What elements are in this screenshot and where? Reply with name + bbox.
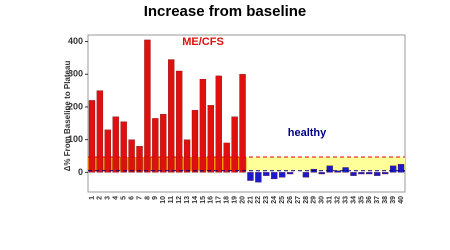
bar <box>382 172 389 175</box>
bar <box>160 114 167 173</box>
bar <box>397 164 405 173</box>
bar <box>318 172 325 175</box>
y-tick-label: 300 <box>68 69 83 79</box>
bar <box>215 75 222 173</box>
x-tick-label: 27 <box>295 196 302 204</box>
x-tick-label: 39 <box>390 196 397 204</box>
bar <box>104 129 111 173</box>
chart-title: Increase from baseline <box>144 3 307 20</box>
x-tick-label: 5 <box>121 196 128 200</box>
bar <box>286 172 294 175</box>
x-tick-label: 30 <box>319 196 326 204</box>
bar <box>96 90 104 173</box>
bar <box>389 165 397 173</box>
x-tick-label: 38 <box>382 196 389 204</box>
bar <box>152 118 159 173</box>
x-tick-label: 2 <box>97 196 104 200</box>
x-tick-label: 19 <box>231 196 238 204</box>
x-tick-label: 16 <box>208 196 215 204</box>
bar <box>88 100 96 173</box>
y-tick-label: 400 <box>68 36 83 46</box>
x-tick-label: 14 <box>192 196 199 204</box>
y-tick-label: 100 <box>68 134 83 144</box>
bar <box>358 172 365 175</box>
x-tick-label: 35 <box>358 196 365 204</box>
bar <box>223 142 230 173</box>
bar <box>144 39 151 173</box>
x-tick-label: 1 <box>89 196 96 200</box>
bar <box>374 172 381 176</box>
bar <box>191 110 199 173</box>
bar <box>255 172 262 183</box>
bar <box>128 139 135 173</box>
bar <box>350 172 357 176</box>
x-tick-label: 17 <box>216 196 223 204</box>
y-axis-label: Δ% From Baseline to Plateau <box>63 61 72 172</box>
bar <box>366 172 373 175</box>
x-tick-label: 34 <box>350 196 357 204</box>
y-tick-label: 200 <box>68 101 83 111</box>
bar <box>326 165 333 173</box>
x-tick-label: 33 <box>342 196 349 204</box>
bar <box>334 170 341 173</box>
x-tick-label: 20 <box>239 196 246 204</box>
bar <box>168 59 175 173</box>
bar <box>112 116 119 173</box>
series-label: healthy <box>288 127 327 139</box>
x-tick-label: 40 <box>398 196 405 204</box>
x-tick-label: 37 <box>374 196 381 204</box>
x-tick-label: 10 <box>160 196 167 204</box>
bar <box>263 172 270 176</box>
x-tick-label: 26 <box>287 196 294 204</box>
bar <box>342 167 349 173</box>
x-tick-label: 36 <box>366 196 373 204</box>
x-tick-label: 29 <box>311 196 318 204</box>
x-tick-label: 28 <box>303 196 310 204</box>
bar <box>247 172 254 181</box>
x-tick-label: 3 <box>105 196 112 200</box>
series-label: ME/CFS <box>182 36 224 48</box>
y-tick-label: 0 <box>78 167 83 177</box>
x-tick-label: 22 <box>255 196 262 204</box>
x-tick-label: 23 <box>263 196 270 204</box>
x-tick-label: 25 <box>279 196 286 204</box>
x-tick-label: 8 <box>144 196 151 200</box>
x-tick-label: 11 <box>168 196 175 204</box>
bar <box>231 116 238 173</box>
bar <box>183 139 191 173</box>
x-tick-label: 32 <box>334 196 341 204</box>
x-tick-label: 24 <box>271 196 278 204</box>
x-tick-label: 15 <box>200 196 207 204</box>
x-tick-label: 18 <box>224 196 231 204</box>
bar <box>239 74 246 173</box>
x-tick-label: 6 <box>128 196 135 200</box>
x-tick-label: 7 <box>136 196 143 200</box>
reference-band-group <box>88 157 247 171</box>
bar <box>120 121 127 173</box>
x-tick-label: 12 <box>176 196 183 204</box>
bar <box>207 105 214 173</box>
bar <box>302 172 310 178</box>
x-tick-label: 31 <box>327 196 334 204</box>
x-tick-label: 4 <box>113 196 120 200</box>
x-tick-label: 13 <box>184 196 191 204</box>
bar <box>175 70 183 173</box>
bar <box>199 79 207 173</box>
x-tick-label: 21 <box>247 196 254 204</box>
x-tick-label: 9 <box>152 196 159 200</box>
bar <box>271 172 278 180</box>
bar <box>279 172 286 178</box>
bar <box>136 146 143 173</box>
